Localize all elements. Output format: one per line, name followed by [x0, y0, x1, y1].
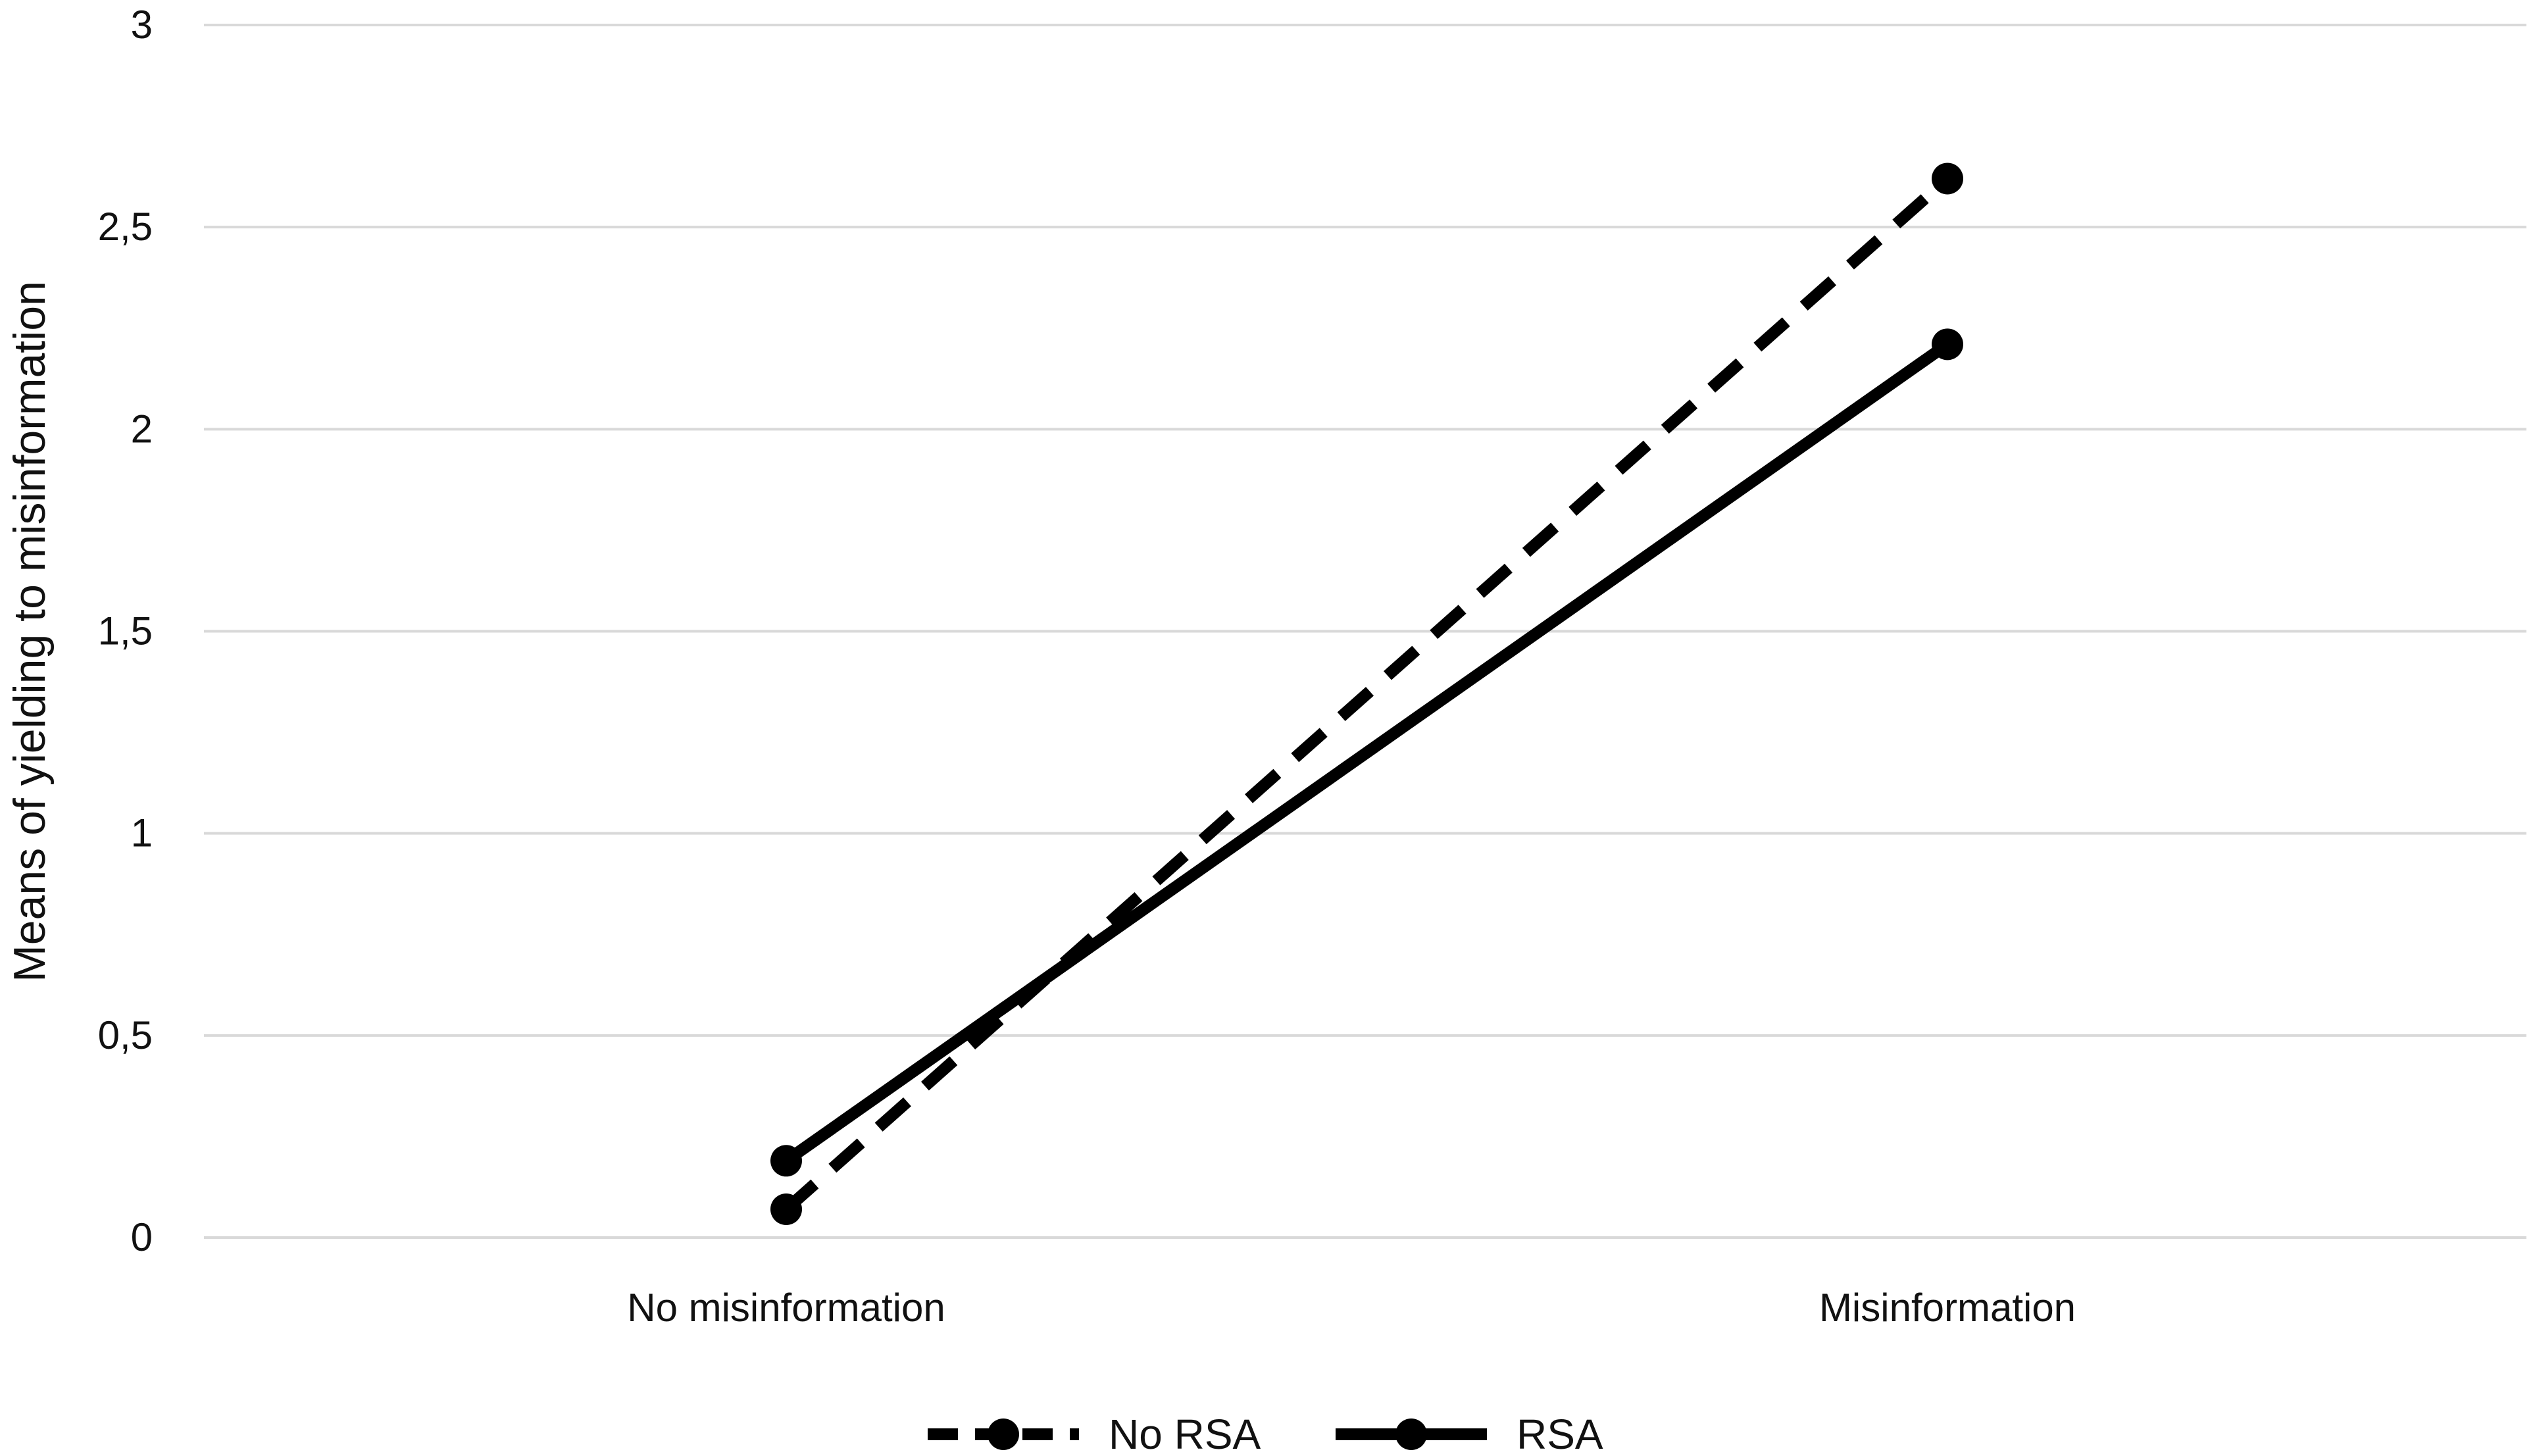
y-tick-label: 2: [131, 407, 153, 451]
series-line: [782, 174, 1951, 1214]
legend-swatch-marker: [1395, 1418, 1427, 1450]
series: [770, 163, 1963, 1225]
y-tick-labels: 0 0,5 1 1,5 2 2,5 3: [98, 3, 153, 1259]
y-tick-label: 2,5: [98, 205, 153, 249]
y-axis-title: Means of yielding to misinformation: [5, 281, 55, 982]
legend-swatch-marker: [988, 1418, 1019, 1450]
x-tick-label: No misinformation: [627, 1286, 945, 1330]
y-tick-label: 3: [131, 3, 153, 47]
y-tick-label: 0: [131, 1215, 153, 1259]
series-rsa: [770, 328, 1963, 1177]
legend-label: No RSA: [1109, 1411, 1261, 1456]
legend: No RSA RSA: [928, 1411, 1603, 1456]
data-point: [1932, 328, 1963, 361]
x-tick-label: Misinformation: [1819, 1286, 2076, 1330]
legend-item-rsa: RSA: [1336, 1411, 1603, 1456]
data-point: [1932, 163, 1963, 195]
legend-item-no-rsa: No RSA: [928, 1411, 1261, 1456]
series-line: [782, 339, 1951, 1166]
y-tick-label: 1,5: [98, 609, 153, 653]
x-tick-labels: No misinformation Misinformation: [627, 1286, 2076, 1330]
y-tick-label: 0,5: [98, 1013, 153, 1057]
legend-label: RSA: [1517, 1411, 1603, 1456]
y-tick-label: 1: [131, 811, 153, 855]
gridlines: [204, 24, 2526, 1239]
series-no-rsa: [770, 163, 1963, 1225]
data-point: [770, 1145, 802, 1177]
data-point: [770, 1193, 802, 1225]
